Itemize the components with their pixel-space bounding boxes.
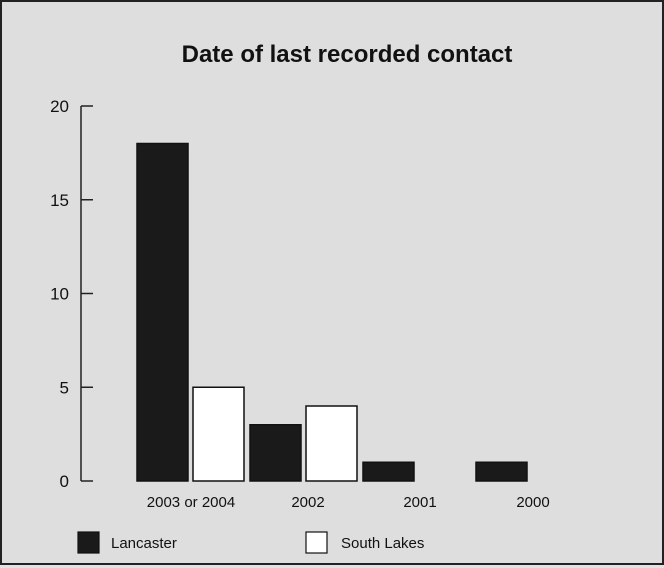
- legend-swatch: [77, 531, 100, 554]
- y-tick-label: 15: [50, 191, 69, 210]
- legend-swatch: [305, 531, 328, 554]
- y-tick-label: 0: [60, 472, 69, 491]
- chart-title: Date of last recorded contact: [182, 41, 513, 68]
- x-tick-label: 2003 or 2004: [147, 494, 235, 511]
- bar-lancaster: [362, 461, 415, 482]
- bar-south-lakes: [305, 405, 358, 482]
- y-tick-label: 20: [50, 97, 69, 116]
- bar-lancaster: [249, 424, 302, 482]
- y-tick-label: 5: [60, 378, 69, 397]
- axes: 0 5 10 15 20: [50, 97, 93, 491]
- bar-lancaster: [475, 461, 528, 482]
- bar-lancaster: [136, 142, 189, 482]
- legend-label: Lancaster: [111, 535, 177, 552]
- bars: [136, 142, 528, 482]
- x-tick-label: 2002: [291, 494, 324, 511]
- bar-south-lakes: [192, 386, 245, 482]
- x-tick-label: 2001: [403, 494, 436, 511]
- x-tick-label: 2000: [516, 494, 549, 511]
- y-tick-label: 10: [50, 285, 69, 304]
- x-tick-labels: 2003 or 2004 2002 2001 2000: [147, 494, 550, 511]
- legend: Lancaster South Lakes: [77, 531, 424, 554]
- legend-label: South Lakes: [341, 535, 424, 552]
